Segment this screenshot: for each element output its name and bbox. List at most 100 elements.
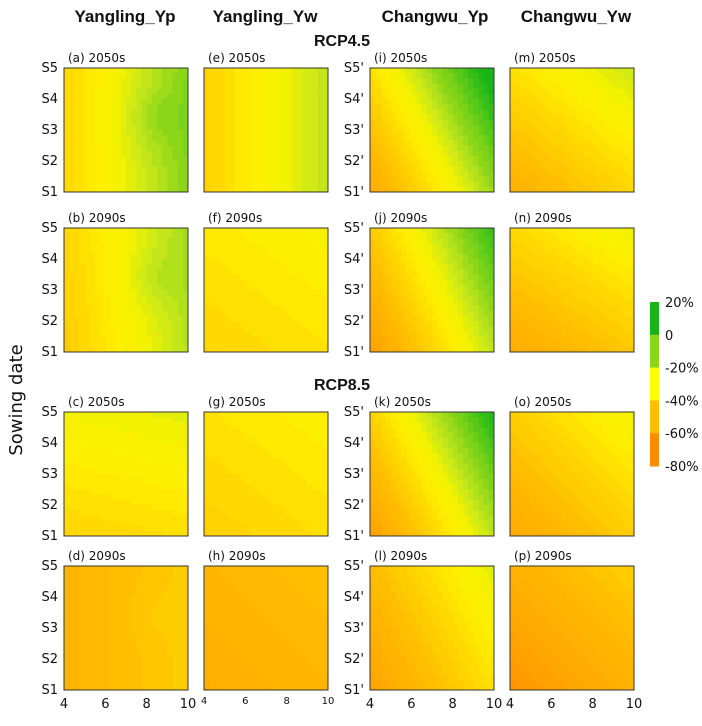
contour-cell [432, 140, 438, 146]
contour-cell [287, 254, 293, 260]
contour-cell [468, 326, 474, 332]
contour-cell [121, 125, 127, 131]
contour-cell [131, 479, 137, 485]
contour-cell [307, 99, 313, 105]
contour-cell [572, 316, 578, 322]
contour-cell [432, 269, 438, 275]
contour-cell [536, 182, 542, 188]
contour-cell [598, 269, 604, 275]
contour-cell [271, 306, 277, 312]
contour-cell [266, 290, 272, 296]
contour-cell [276, 120, 282, 126]
contour-cell [261, 84, 267, 90]
contour-cell [240, 99, 246, 105]
contour-cell [136, 269, 142, 275]
contour-cell [111, 228, 117, 234]
contour-cell [427, 275, 433, 281]
contour-cell [167, 295, 173, 301]
contour-cell [271, 166, 277, 172]
contour-cell [116, 505, 122, 511]
contour-cell [546, 316, 552, 322]
contour-cell [484, 84, 490, 90]
contour-cell [432, 228, 438, 234]
contour-cell [546, 115, 552, 121]
contour-cell [448, 73, 454, 79]
contour-cell [442, 269, 448, 275]
contour-cell [619, 104, 625, 110]
contour-cell [147, 120, 153, 126]
contour-cell [235, 295, 241, 301]
contour-cell [396, 326, 402, 332]
contour-cell [557, 84, 563, 90]
contour-cell [593, 182, 599, 188]
contour-cell [64, 433, 70, 439]
contour-cell [572, 244, 578, 250]
contour-cell [458, 331, 464, 337]
contour-cell [95, 479, 101, 485]
contour-cell [167, 321, 173, 327]
contour-cell [209, 295, 215, 301]
contour-cell [266, 166, 272, 172]
contour-cell [230, 78, 236, 84]
contour-cell [526, 300, 532, 306]
contour-cell [593, 269, 599, 275]
contour-cell [588, 73, 594, 79]
contour-cell [240, 166, 246, 172]
contour-cell [484, 156, 490, 162]
contour-cell [375, 130, 381, 136]
contour-cell [510, 78, 516, 84]
contour-cell [479, 228, 485, 234]
contour-cell [282, 166, 288, 172]
contour-cell [209, 331, 215, 337]
contour-cell [541, 109, 547, 115]
contour-cell [588, 120, 594, 126]
contour-cell [453, 331, 459, 337]
contour-cell [136, 151, 142, 157]
contour-cell [582, 321, 588, 327]
contour-cell [417, 130, 423, 136]
contour-cell [261, 109, 267, 115]
contour-cell [266, 321, 272, 327]
contour-cell [307, 244, 313, 250]
contour-cell [411, 109, 417, 115]
contour-cell [287, 337, 293, 343]
contour-cell [307, 306, 313, 312]
contour-cell [178, 84, 184, 90]
contour-cell [391, 280, 397, 286]
contour-cell [266, 300, 272, 306]
contour-cell [577, 78, 583, 84]
contour-cell [422, 161, 428, 167]
contour-cell [105, 412, 111, 418]
contour-cell [266, 254, 272, 260]
contour-cell [105, 177, 111, 183]
contour-cell [406, 264, 412, 270]
contour-cell [427, 177, 433, 183]
contour-cell [510, 264, 516, 270]
contour-cell [90, 84, 96, 90]
contour-cell [271, 89, 277, 95]
contour-cell [520, 275, 526, 281]
contour-cell [313, 300, 319, 306]
contour-cell [396, 321, 402, 327]
contour-cell [380, 254, 386, 260]
contour-cell [551, 135, 557, 141]
contour-cell [225, 311, 231, 317]
contour-cell [453, 130, 459, 136]
contour-cell [173, 311, 179, 317]
contour-cell [546, 140, 552, 146]
contour-cell [375, 84, 381, 90]
contour-cell [162, 264, 168, 270]
contour-cell [240, 285, 246, 291]
contour-cell [411, 151, 417, 157]
contour-cell [598, 94, 604, 100]
contour-cell [173, 337, 179, 343]
contour-cell [214, 295, 220, 301]
contour-cell [442, 321, 448, 327]
contour-cell [302, 104, 308, 110]
contour-cell [557, 161, 563, 167]
contour-cell [510, 306, 516, 312]
contour-cell [427, 140, 433, 146]
contour-cell [484, 125, 490, 131]
contour-cell [74, 161, 80, 167]
contour-cell [572, 125, 578, 131]
